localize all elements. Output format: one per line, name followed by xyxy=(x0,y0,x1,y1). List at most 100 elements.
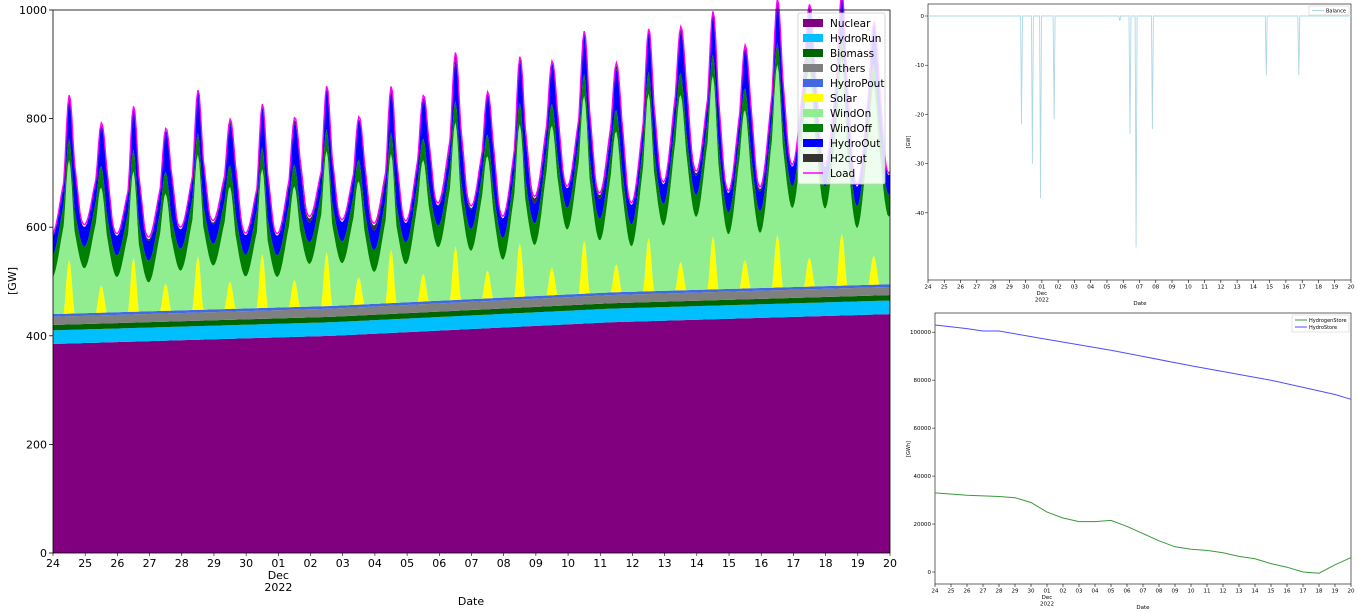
main-x-tick-label: 16 xyxy=(754,557,768,570)
store-y-tick-label: 60000 xyxy=(914,426,932,432)
store-plot-frame xyxy=(934,312,1352,585)
main-legend-swatch xyxy=(803,124,823,132)
main-x-tick-label: 29 xyxy=(207,557,221,570)
main-x-tick-label: 19 xyxy=(851,557,865,570)
store-y-tick-label: 20000 xyxy=(914,522,932,528)
main-legend-label: HydroOut xyxy=(830,138,880,150)
main-x-tick-label: 20 xyxy=(883,557,897,570)
balance-x-tick-label: 15 xyxy=(1266,285,1273,291)
main-x-tick-label: 25 xyxy=(78,557,92,570)
store-y-tick-label: 0 xyxy=(928,570,932,576)
store-x-tick-label: 01 xyxy=(1044,589,1051,595)
balance-y-tick-label: -10 xyxy=(915,63,924,69)
main-y-ticks: 0 200 400 600 800 1000 xyxy=(19,4,53,560)
store-x-tick-label: 25 xyxy=(948,589,955,595)
store-x-tick-label: 07 xyxy=(1140,589,1147,595)
main-y-axis-label: [GW] xyxy=(6,267,19,295)
area-solar xyxy=(53,233,890,315)
line-hydrostore xyxy=(934,324,1352,400)
store-x-tick-label: 29 xyxy=(1012,589,1019,595)
balance-x-tick-label: 30 xyxy=(1022,285,1029,291)
store-x-tick-label: 13 xyxy=(1236,589,1243,595)
store-y-tick-label: 80000 xyxy=(914,378,932,384)
main-x-tick-year: 2022 xyxy=(264,581,292,594)
main-legend-label: Nuclear xyxy=(830,18,871,30)
main-x-tick-label: 13 xyxy=(658,557,672,570)
main-stacked-areas xyxy=(53,0,890,553)
balance-y-ticks: 0 -10 -20 -30 -40 xyxy=(915,14,928,217)
balance-x-tick-label: 14 xyxy=(1250,285,1257,291)
balance-x-tick-label: 05 xyxy=(1103,285,1110,291)
balance-x-tick-label: 13 xyxy=(1234,285,1241,291)
balance-x-tick-label: 02 xyxy=(1055,285,1062,291)
area-hydrorun xyxy=(53,300,890,344)
main-legend-label: WindOff xyxy=(830,123,873,135)
balance-x-tick-month: Dec xyxy=(1037,291,1048,297)
store-x-axis-label: Date xyxy=(1136,605,1150,611)
store-y-axis-label: [GWh] xyxy=(906,441,912,457)
store-x-tick-label: 30 xyxy=(1028,589,1035,595)
store-legend-label: HydrogenStore xyxy=(1309,318,1347,324)
store-x-tick-year: 2022 xyxy=(1040,602,1054,608)
main-legend-swatch xyxy=(803,19,823,27)
balance-x-tick-label: 16 xyxy=(1282,285,1289,291)
store-y-ticks: 0 20000 40000 60000 80000 100000 xyxy=(910,330,935,576)
main-x-tick-label: 03 xyxy=(336,557,350,570)
balance-x-tick-label: 09 xyxy=(1169,285,1176,291)
balance-series-line xyxy=(928,15,1351,248)
balance-x-tick-label: 24 xyxy=(925,285,932,291)
main-x-tick-label: 14 xyxy=(690,557,704,570)
main-legend: Nuclear HydroRun Biomass Others HydroPout Sol… xyxy=(797,12,886,185)
store-x-tick-label: 15 xyxy=(1268,589,1275,595)
main-y-tick-label: 600 xyxy=(26,221,47,234)
main-x-tick-label: 15 xyxy=(722,557,736,570)
main-legend-swatch xyxy=(803,34,823,42)
balance-x-tick-label: 10 xyxy=(1185,285,1192,291)
area-hydropout xyxy=(53,284,890,317)
line-balance xyxy=(928,15,1351,248)
main-x-tick-label: 12 xyxy=(625,557,639,570)
store-x-tick-label: 28 xyxy=(996,589,1003,595)
store-x-tick-label: 14 xyxy=(1252,589,1259,595)
area-nuclear xyxy=(53,314,890,553)
balance-x-tick-label: 25 xyxy=(941,285,948,291)
store-x-tick-label: 05 xyxy=(1108,589,1115,595)
area-windon xyxy=(53,59,890,315)
area-hydroout xyxy=(53,0,890,261)
main-x-tick-label: 06 xyxy=(432,557,446,570)
main-x-tick-label: 17 xyxy=(786,557,800,570)
main-legend-swatch xyxy=(803,139,823,147)
main-x-tick-label: 30 xyxy=(239,557,253,570)
store-x-tick-label: 11 xyxy=(1204,589,1211,595)
store-x-tick-label: 04 xyxy=(1092,589,1099,595)
main-y-tick-label: 400 xyxy=(26,330,47,343)
area-windoff xyxy=(53,37,890,283)
balance-y-tick-label: 0 xyxy=(921,14,925,20)
main-legend-label: WindOn xyxy=(830,108,871,120)
store-legend-label: HydroStore xyxy=(1309,325,1337,331)
balance-plot-frame xyxy=(927,3,1352,281)
main-x-tick-label: 05 xyxy=(400,557,414,570)
balance-y-tick-label: -40 xyxy=(915,211,924,217)
store-x-tick-label: 19 xyxy=(1332,589,1339,595)
balance-x-tick-label: 20 xyxy=(1348,285,1355,291)
area-biomass xyxy=(53,295,890,331)
main-legend-label: Solar xyxy=(830,93,857,105)
main-x-axis-label: Date xyxy=(458,595,485,608)
main-x-tick-label: 26 xyxy=(110,557,124,570)
balance-x-tick-label: 26 xyxy=(957,285,964,291)
main-x-tick-label: 10 xyxy=(561,557,575,570)
store-series-lines xyxy=(934,324,1352,574)
line-hydrogenstore xyxy=(934,492,1352,574)
store-x-tick-label: 09 xyxy=(1172,589,1179,595)
balance-y-tick-label: -20 xyxy=(915,112,924,118)
balance-x-tick-label: 06 xyxy=(1120,285,1127,291)
balance-x-tick-label: 27 xyxy=(973,285,980,291)
line-load xyxy=(52,0,891,238)
main-x-tick-month: Dec xyxy=(268,569,289,582)
store-x-tick-label: 20 xyxy=(1348,589,1355,595)
store-legend-box xyxy=(1291,314,1350,333)
